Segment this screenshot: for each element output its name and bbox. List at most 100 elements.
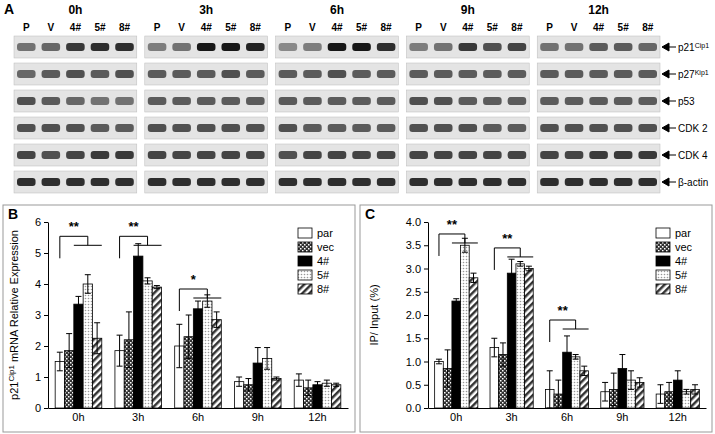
- band: [352, 70, 371, 78]
- error-bar: [666, 382, 672, 401]
- protein-label: CDK 2: [678, 123, 708, 134]
- band: [221, 178, 240, 186]
- y-tick-label: 0.5: [406, 379, 421, 391]
- bar: [461, 245, 470, 408]
- blot-strip: [145, 117, 268, 139]
- band: [42, 43, 61, 51]
- series: [83, 275, 331, 408]
- blot-strip: [276, 117, 399, 139]
- y-tick-mark: [44, 408, 48, 409]
- band: [409, 124, 428, 132]
- y-tick-mark: [44, 315, 48, 316]
- band: [540, 70, 559, 78]
- bar: [580, 371, 589, 408]
- row-arrow: [662, 43, 676, 51]
- blot-strip: [276, 144, 399, 166]
- band: [303, 43, 322, 51]
- error-bar: [491, 338, 497, 357]
- y-tick-mark: [424, 362, 428, 363]
- y-axis: 0123456: [35, 216, 49, 414]
- band: [42, 97, 61, 105]
- lane-label: P: [415, 22, 422, 33]
- y-tick-mark: [424, 408, 428, 409]
- lane-label: 4#: [70, 22, 82, 33]
- band: [614, 178, 633, 186]
- y-tick-label: 5: [35, 247, 41, 259]
- band: [221, 97, 240, 105]
- legend: parvec4#5#8#: [656, 227, 693, 295]
- band: [91, 43, 110, 51]
- band: [638, 70, 657, 78]
- error-bar: [436, 359, 442, 364]
- band: [434, 178, 453, 186]
- band: [434, 97, 453, 105]
- error-bar: [602, 382, 608, 401]
- band: [409, 97, 428, 105]
- y-tick-label: 2.0: [406, 309, 421, 321]
- error-bar: [195, 301, 201, 317]
- error-bar: [509, 259, 515, 287]
- error-bar: [547, 371, 553, 408]
- band: [434, 43, 453, 51]
- blot-strip: [406, 36, 529, 58]
- band: [483, 151, 502, 159]
- blot-strip: [406, 90, 529, 112]
- bar: [452, 301, 461, 408]
- band: [246, 178, 265, 186]
- plot-area: [435, 238, 700, 408]
- y-tick: 1.5: [406, 332, 428, 344]
- blot-strip: [537, 171, 660, 193]
- error-bar: [94, 323, 100, 354]
- band: [352, 178, 371, 186]
- band: [565, 124, 584, 132]
- y-tick-mark: [424, 338, 428, 339]
- error-bar: [683, 389, 689, 394]
- y-tick-mark: [44, 284, 48, 285]
- x-tick: 9h: [252, 408, 264, 423]
- row-arrow: [662, 151, 676, 159]
- legend-swatch: [298, 228, 312, 238]
- band: [483, 43, 502, 51]
- time-label: 9h: [461, 3, 475, 17]
- x-tick-label: 0h: [450, 411, 462, 423]
- error-bar: [214, 312, 220, 328]
- y-tick-label: 1: [35, 371, 41, 383]
- bar: [212, 320, 221, 408]
- band: [565, 178, 584, 186]
- protein-name: β-actin: [678, 177, 708, 188]
- legend-swatch: [656, 242, 670, 252]
- error-bar: [526, 266, 532, 271]
- legend-label: 5#: [317, 269, 330, 281]
- band: [148, 70, 167, 78]
- band: [540, 43, 559, 51]
- band: [148, 43, 167, 51]
- y-axis-title-part: Cip1: [7, 365, 16, 382]
- blot-strip: [14, 144, 137, 166]
- lane-label: 5#: [94, 22, 106, 33]
- band: [221, 151, 240, 159]
- error-bar: [176, 324, 182, 367]
- band: [303, 97, 322, 105]
- panel-label: B: [8, 206, 18, 222]
- band: [352, 43, 371, 51]
- blot-strip: [14, 63, 137, 85]
- x-tick-label: 6h: [561, 411, 573, 423]
- error-bar: [555, 380, 561, 408]
- band: [614, 124, 633, 132]
- y-axis-title: IP/ Input (%): [368, 284, 380, 345]
- band: [66, 43, 85, 51]
- lane-label: V: [440, 22, 447, 33]
- band: [148, 178, 167, 186]
- bar: [516, 264, 525, 408]
- band: [66, 97, 85, 105]
- band: [377, 178, 396, 186]
- band: [303, 151, 322, 159]
- y-tick: 0.0: [406, 402, 428, 414]
- protein-name: CDK 4: [678, 150, 708, 161]
- x-axis-line: [429, 408, 707, 409]
- x-tick-label: 6h: [192, 411, 204, 423]
- error-bar: [564, 336, 570, 369]
- bar: [435, 362, 444, 409]
- band: [483, 124, 502, 132]
- blot-strip: [406, 117, 529, 139]
